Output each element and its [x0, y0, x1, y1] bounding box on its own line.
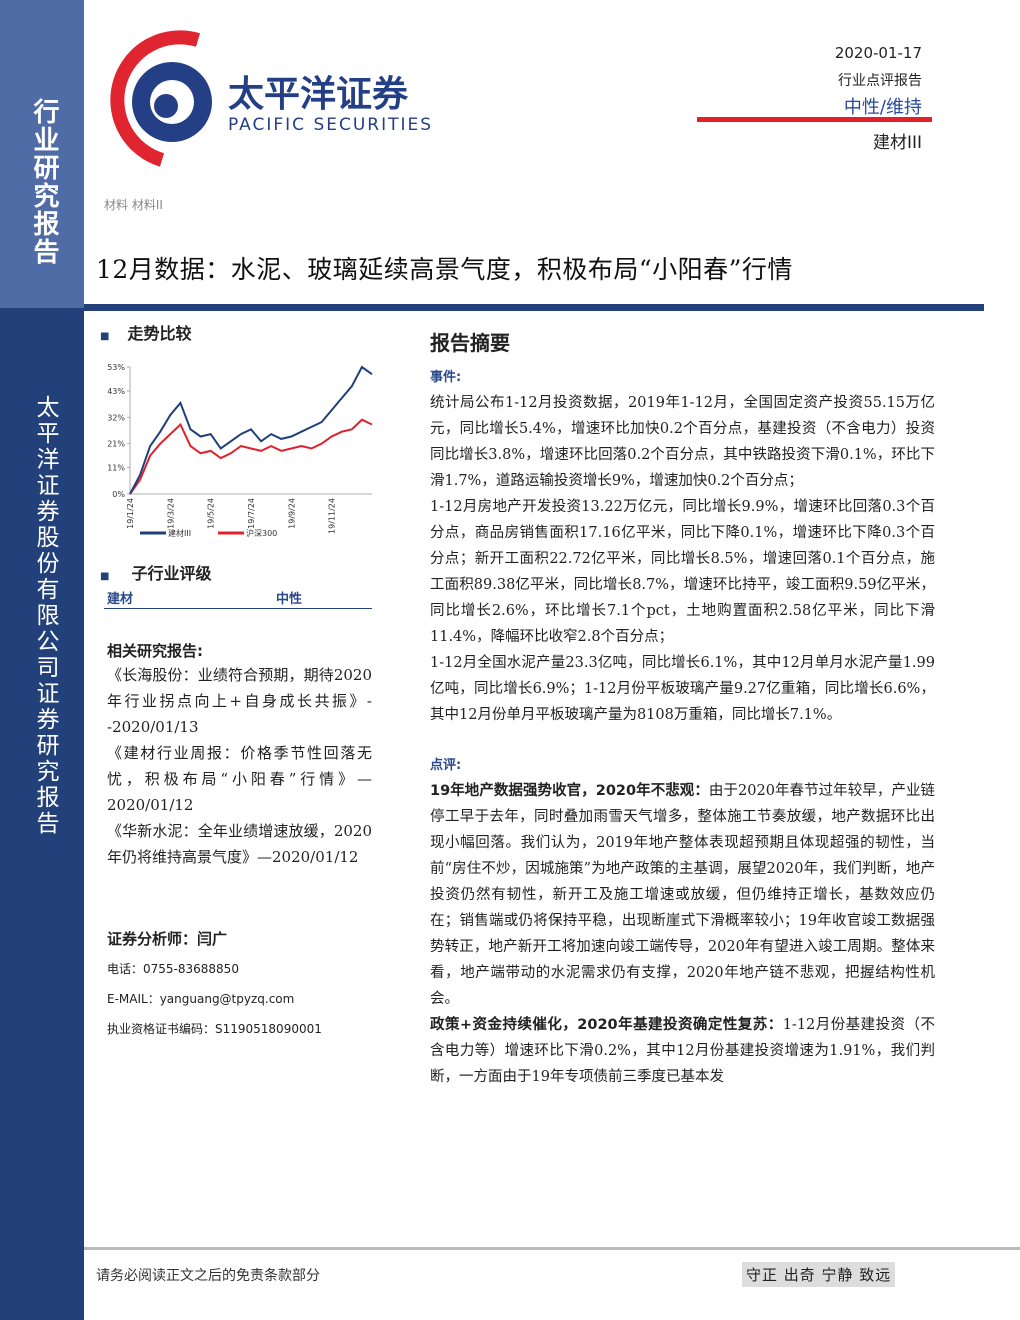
- text: 由于2020年春节过年较早，产业链停工早于去年，同时叠加雨雪天气增多，整体施工节…: [430, 783, 935, 1007]
- logo-arc: [110, 30, 201, 167]
- event-heading: 事件:: [430, 370, 462, 385]
- lead: 19年地产数据强势收官，2020年不悲观：: [430, 783, 709, 799]
- rating-heading-text: 子行业评级: [131, 564, 212, 583]
- date: 2020-01-17: [834, 44, 922, 62]
- y-tick-label: 0%: [112, 490, 125, 499]
- y-tick-label: 21%: [107, 440, 125, 449]
- x-tick-label: 19/5/24: [207, 498, 216, 529]
- breadcrumb: 材料 材料II: [104, 198, 163, 212]
- series-line: [129, 418, 373, 495]
- chart: 0% 11% 21% 32% 43% 53% 19/1/24 19/3/24 19/5/24 19…: [107, 363, 373, 538]
- x-tick-label: 19/3/24: [166, 498, 175, 529]
- y-tick-label: 32%: [107, 413, 125, 422]
- title: 12月数据：水泥、玻璃延续高景气度，积极布局“小阳春”行情: [96, 255, 793, 284]
- y-tick-label: 43%: [107, 387, 125, 396]
- rating-value: 中性: [276, 592, 303, 607]
- paragraph: 政策+资金持续催化，2020年基建投资确定性复苏：1-12月份基建投资（不含电力…: [430, 1012, 935, 1090]
- comment-heading: 点评:: [430, 758, 462, 773]
- sector: 建材III: [872, 133, 922, 153]
- x-tick-label: 19/9/24: [287, 498, 296, 529]
- y-tick-label: 53%: [107, 363, 125, 372]
- text: 1-12月份基建投资（不含电力等）增速环比下滑0.2%，其中12月份基建投资增速…: [430, 1017, 935, 1085]
- rating-rule: [104, 608, 372, 609]
- footer-rule: [84, 1247, 1020, 1250]
- email: E-MAIL：yanguang@tpyzq.com: [107, 992, 295, 1006]
- x-tick-label: 19/1/24: [126, 498, 135, 529]
- logo-en: PACIFIC SECURITIES: [228, 115, 433, 135]
- sidebar-label: 行业研究报告: [29, 98, 59, 266]
- related-list: 《长海股份：业绩符合预期，期待2020年行业拐点向上+自身成长共振》--2020…: [107, 662, 372, 870]
- red-bar: [697, 117, 932, 122]
- paragraph: 19年地产数据强势收官，2020年不悲观：由于2020年春节过年较早，产业链停工…: [430, 778, 935, 1012]
- logo-dot: [154, 94, 178, 118]
- paragraph: 1-12月全国水泥产量23.3亿吨，同比增长6.1%，其中12月单月水泥产量1.…: [430, 655, 935, 723]
- motto: 守正 出奇 宁静 致远: [742, 1262, 896, 1287]
- related-item: 《华新水泥：全年业绩增速放缓，2020年仍将维持高景气度》—2020/01/12: [107, 822, 372, 866]
- sidebar-top: [0, 0, 84, 308]
- legend-label: 沪深300: [246, 528, 277, 538]
- summary-heading: 报告摘要: [430, 331, 510, 355]
- series-line: [129, 365, 373, 495]
- logo: 太平洋证券 PACIFIC SECURITIES: [110, 30, 433, 167]
- related-heading: 相关研究报告:: [107, 642, 203, 660]
- related-item: 《长海股份：业绩符合预期，期待2020年行业拐点向上+自身成长共振》--2020…: [107, 666, 372, 736]
- legend-label: 建材III: [168, 528, 191, 538]
- rating-heading: ■ 子行业评级: [100, 564, 212, 583]
- cert: 执业资格证书编码：S1190518090001: [107, 1022, 322, 1036]
- title-rule: [84, 304, 984, 311]
- sidebar-bottom: [0, 308, 84, 1320]
- trend-heading-text: 走势比较: [127, 324, 192, 343]
- lead: 政策+资金持续催化，2020年基建投资确定性复苏：: [430, 1017, 783, 1033]
- related-item: 《建材行业周报：价格季节性回落无忧，积极布局“小阳春”行情》—2020/01/1…: [107, 744, 372, 814]
- disclaimer: 请务必阅读正文之后的免责条款部分: [96, 1268, 320, 1284]
- sidebar-company: 太平洋证券股份有限公司证券研究报告: [32, 395, 58, 837]
- summary-body: 事件: 统计局公布1-12月投资数据，2019年1-12月，全国固定资产投资55…: [430, 366, 935, 1090]
- trend-heading: ■ 走势比较: [100, 324, 192, 343]
- x-tick-label: 19/11/24: [328, 498, 337, 534]
- paragraph: 1-12月房地产开发投资13.22万亿元，同比增长9.9%，增速环比回落0.3个…: [430, 499, 935, 645]
- paragraph: 统计局公布1-12月投资数据，2019年1-12月，全国固定资产投资55.15万…: [430, 395, 935, 489]
- y-tick-label: 11%: [107, 464, 125, 473]
- x-tick-label: 19/7/24: [247, 498, 256, 529]
- analyst: 证券分析师：闫广: [107, 930, 228, 948]
- logo-cn: 太平洋证券: [228, 74, 409, 115]
- phone: 电话：0755-83688850: [107, 962, 239, 976]
- rating-sector: 建材: [107, 592, 134, 607]
- rating: 中性/维持: [843, 97, 922, 118]
- report-type: 行业点评报告: [838, 73, 922, 89]
